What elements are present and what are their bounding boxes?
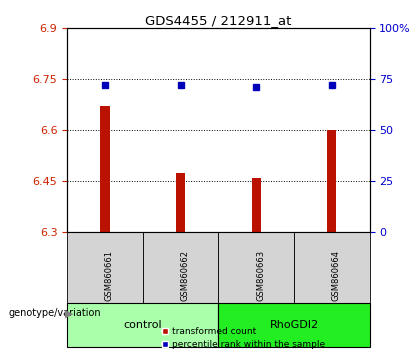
Text: genotype/variation: genotype/variation bbox=[8, 308, 101, 318]
Bar bbox=[218, 303, 370, 347]
Text: GSM860662: GSM860662 bbox=[181, 250, 189, 301]
Bar bbox=[67, 232, 143, 303]
Bar bbox=[252, 178, 261, 232]
Bar bbox=[176, 173, 185, 232]
Title: GDS4455 / 212911_at: GDS4455 / 212911_at bbox=[145, 14, 291, 27]
Bar bbox=[218, 232, 294, 303]
Bar bbox=[67, 303, 218, 347]
Text: GSM860663: GSM860663 bbox=[256, 250, 265, 301]
Bar bbox=[143, 232, 218, 303]
Text: RhoGDI2: RhoGDI2 bbox=[270, 320, 318, 330]
Bar bbox=[100, 107, 110, 232]
Legend: transformed count, percentile rank within the sample: transformed count, percentile rank withi… bbox=[162, 327, 325, 349]
Bar bbox=[294, 232, 370, 303]
Bar bbox=[327, 130, 336, 232]
Text: ▶: ▶ bbox=[65, 308, 73, 318]
Text: GSM860664: GSM860664 bbox=[332, 250, 341, 301]
Text: GSM860661: GSM860661 bbox=[105, 250, 114, 301]
Text: control: control bbox=[123, 320, 162, 330]
